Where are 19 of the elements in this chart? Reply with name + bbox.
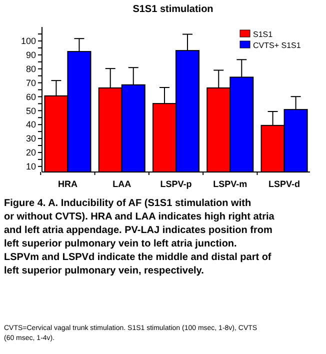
y-tick-label: 100 bbox=[20, 36, 36, 46]
y-tick-label: 20 bbox=[26, 148, 36, 158]
y-tick-label: 50 bbox=[26, 106, 36, 116]
x-tick-label: LSPV-m bbox=[213, 179, 248, 189]
x-tick-label: HRA bbox=[58, 179, 78, 189]
y-tick-label: 10 bbox=[26, 162, 36, 172]
y-tick-label: 80 bbox=[26, 64, 36, 74]
y-tick-label: 90 bbox=[26, 50, 36, 60]
caption: Figure 4. A. Inducibility of AF (S1S1 stimulation with or without CVTS). HRA and LAA indicates high right atria and left atria appendage. PV-LAJ indicates position from left superior pulmonary vein to left atria junction. LSPVm and LSPVd indicate the middle and distal part of left superior pulmonary vein, respectively. bbox=[4, 198, 275, 276]
x-tick-label: LAA bbox=[112, 179, 132, 189]
legend-label: S1S1 bbox=[253, 30, 274, 39]
y-tick-label: 70 bbox=[26, 78, 36, 88]
y-tick-label: 40 bbox=[26, 120, 36, 130]
y-tick-label: 30 bbox=[26, 134, 36, 144]
x-tick-label: LSPV-p bbox=[160, 179, 192, 189]
y-tick-label: 60 bbox=[26, 92, 36, 102]
chart-title: S1S1 stimulation bbox=[132, 4, 214, 15]
legend-label: CVTS+ S1S1 bbox=[253, 40, 302, 50]
x-tick-label: LSPV-d bbox=[268, 179, 300, 189]
